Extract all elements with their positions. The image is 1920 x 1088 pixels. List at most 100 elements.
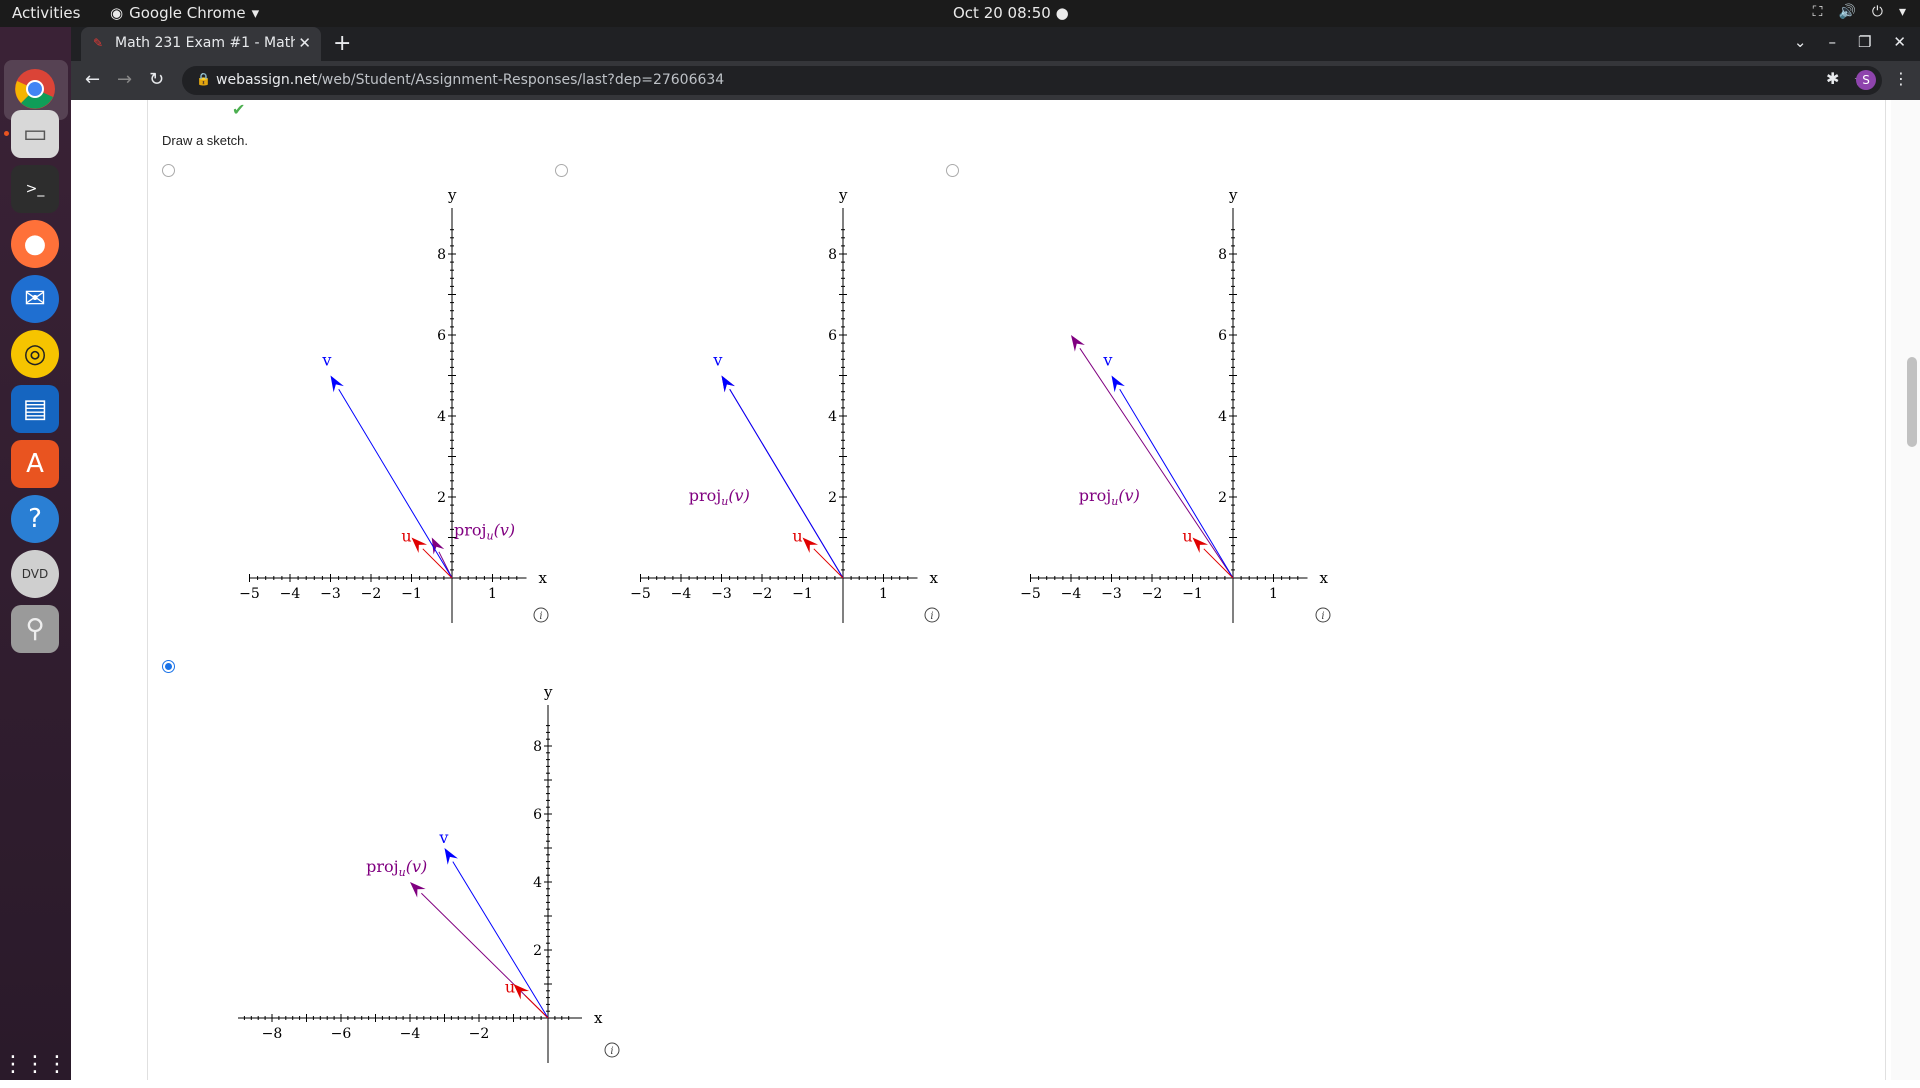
- x-tick-label: −3: [320, 586, 341, 602]
- app-menu[interactable]: ◉ Google Chrome ▾: [110, 4, 259, 22]
- info-icon-glyph: i: [1321, 611, 1324, 622]
- forward-icon[interactable]: →: [117, 69, 133, 90]
- clock[interactable]: Oct 20 08:50 ●: [953, 4, 1069, 22]
- scrollbar[interactable]: [1891, 100, 1920, 1080]
- y-tick-label: 8: [533, 739, 542, 755]
- y-tick-label: 4: [437, 409, 446, 425]
- extensions-icon[interactable]: ✱: [1826, 69, 1840, 88]
- y-tick-label: 6: [828, 328, 837, 344]
- chrome-dock-icon[interactable]: [11, 65, 59, 113]
- x-tick-label: −1: [1182, 586, 1203, 602]
- y-tick-label: 8: [1218, 247, 1227, 263]
- y-tick-label: 4: [1218, 409, 1227, 425]
- new-tab-button[interactable]: +: [333, 31, 352, 56]
- chevron-down-icon: ▾: [1898, 4, 1906, 20]
- u-label: u: [792, 527, 802, 546]
- proj-vector-line: [1079, 348, 1234, 579]
- x-tick-label: −2: [752, 586, 773, 602]
- v-label: v: [1102, 350, 1112, 369]
- proj-label: proju(v): [366, 857, 427, 879]
- u-vector-line: [524, 994, 549, 1019]
- chrome-icon: [15, 69, 55, 109]
- browser-toolbar: ← → ↻ 🔒 webassign.net/web/Student/Assign…: [71, 61, 1920, 100]
- x-tick-label: 1: [1269, 586, 1278, 602]
- x-tick-label: −3: [711, 586, 732, 602]
- tab-title: Math 231 Exam #1 - Math: [115, 35, 295, 51]
- y-tick-label: 8: [437, 247, 446, 263]
- notification-dot-icon: ●: [1055, 4, 1069, 22]
- writer-icon[interactable]: ▤: [11, 385, 59, 433]
- u-vector-line: [813, 548, 844, 579]
- thunderbird-icon[interactable]: ✉: [11, 275, 59, 323]
- y-tick-label: 2: [828, 490, 837, 506]
- profile-avatar[interactable]: S: [1856, 70, 1876, 90]
- x-tick-label: −4: [400, 1026, 421, 1042]
- u-vector-arrowhead: [802, 537, 819, 554]
- activities-button[interactable]: Activities: [12, 4, 81, 22]
- u-label: u: [505, 978, 515, 997]
- y-tick-label: 2: [437, 490, 446, 506]
- y-axis-label: y: [838, 186, 848, 204]
- system-top-bar: Activities ◉ Google Chrome ▾ Oct 20 08:50 …: [0, 0, 1920, 27]
- option-3-radio[interactable]: [946, 164, 959, 177]
- lock-icon: 🔒: [196, 72, 211, 86]
- address-bar[interactable]: 🔒 webassign.net/web/Student/Assignment-R…: [182, 66, 1882, 95]
- info-icon: [604, 1042, 620, 1058]
- active-tab[interactable]: ✎ Math 231 Exam #1 - Math ✕: [81, 27, 321, 61]
- tab-strip: ✎ Math 231 Exam #1 - Math ✕ + ⌄ – ❐ ✕: [71, 27, 1920, 61]
- help-icon[interactable]: ?: [11, 495, 59, 543]
- proj-label: proju(v): [1079, 486, 1140, 508]
- option-4-radio[interactable]: [162, 660, 175, 673]
- dvd-icon[interactable]: DVD: [11, 550, 59, 598]
- menu-kebab-icon[interactable]: ⋮: [1893, 69, 1909, 88]
- reload-icon[interactable]: ↻: [149, 69, 165, 90]
- u-vector-line: [1203, 548, 1234, 579]
- maximize-icon[interactable]: ❐: [1857, 33, 1872, 51]
- y-tick-label: 2: [1218, 490, 1227, 506]
- proj-vector-arrowhead: [1071, 335, 1085, 352]
- app-name: Google Chrome: [129, 4, 246, 22]
- close-window-icon[interactable]: ✕: [1893, 33, 1906, 51]
- close-tab-icon[interactable]: ✕: [298, 34, 311, 52]
- x-tick-label: −6: [331, 1026, 352, 1042]
- dock: ▭ >_ ● ✉ ◎ ▤ A ? DVD ⚲ ⋮⋮⋮: [0, 27, 71, 1080]
- network-icon: ⛶: [1812, 4, 1823, 20]
- tab-search-icon[interactable]: ⌄: [1793, 33, 1807, 51]
- firefox-icon[interactable]: ●: [11, 220, 59, 268]
- option-2-radio[interactable]: [555, 164, 568, 177]
- v-label: v: [321, 350, 331, 369]
- chevron-down-icon: ▾: [251, 4, 260, 22]
- x-axis-label: x: [539, 569, 548, 587]
- correct-check-icon: ✔: [232, 100, 246, 119]
- u-label: u: [1182, 527, 1192, 546]
- v-label: v: [438, 828, 448, 847]
- v-vector-arrowhead: [721, 375, 735, 393]
- page-content: ✔ Draw a sketch. x y −5 −4 −3 −2 −1 1 2 4 6 8 v u proj…: [71, 100, 1920, 1080]
- rhythmbox-icon[interactable]: ◎: [11, 330, 59, 378]
- back-icon[interactable]: ←: [85, 69, 101, 90]
- content-border-right: [1885, 100, 1886, 1080]
- usb-icon[interactable]: ⚲: [11, 605, 59, 653]
- info-icon-glyph: i: [610, 1046, 613, 1057]
- info-icon: [924, 607, 940, 623]
- info-icon: [533, 607, 549, 623]
- webassign-favicon-icon: ✎: [93, 36, 104, 50]
- y-tick-label: 4: [533, 875, 542, 891]
- system-tray[interactable]: ⛶ 🔊 ⏻ ▾: [1813, 4, 1906, 20]
- x-tick-label: −5: [1020, 586, 1041, 602]
- v-vector-arrowhead: [1111, 375, 1125, 393]
- x-tick-label: −5: [239, 586, 260, 602]
- y-tick-label: 2: [533, 943, 542, 959]
- app-grid-icon[interactable]: ⋮⋮⋮: [2, 1051, 68, 1077]
- files-icon[interactable]: ▭: [11, 110, 59, 158]
- scrollbar-thumb[interactable]: [1907, 357, 1917, 447]
- software-center-icon[interactable]: A: [11, 440, 59, 488]
- terminal-icon[interactable]: >_: [11, 165, 59, 213]
- content-border-left: [147, 100, 148, 1080]
- x-tick-label: 1: [488, 586, 497, 602]
- proj-label: proju(v): [689, 486, 750, 508]
- y-axis-label: y: [447, 186, 457, 204]
- minimize-icon[interactable]: –: [1828, 33, 1836, 51]
- option-1-radio[interactable]: [162, 164, 175, 177]
- v-vector-line: [338, 388, 453, 579]
